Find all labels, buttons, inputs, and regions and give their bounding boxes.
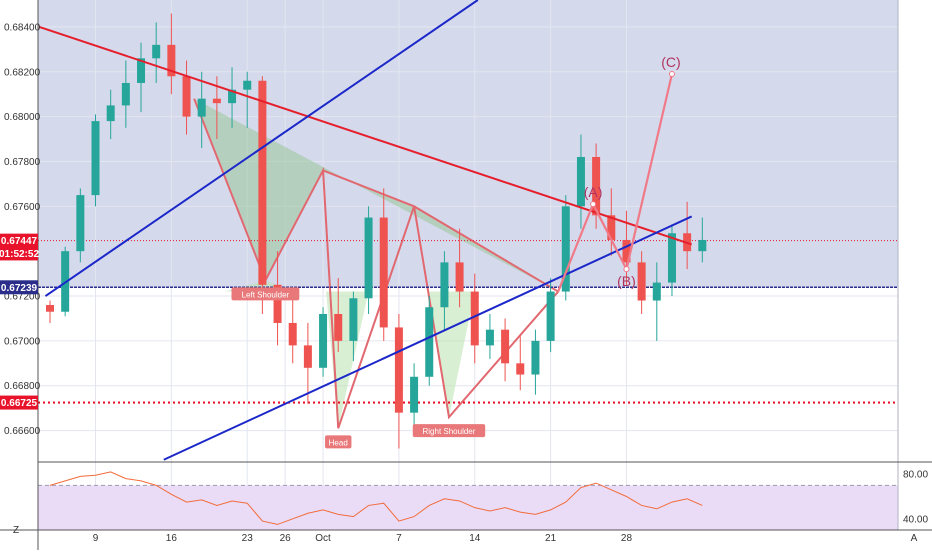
time-tick-label: 16: [166, 533, 178, 544]
price-tick-label: 0.68000: [4, 112, 41, 123]
candle[interactable]: [137, 58, 146, 83]
candle[interactable]: [561, 206, 570, 292]
upper-trendline[interactable]: [39, 25, 693, 246]
candle[interactable]: [182, 76, 191, 117]
rsi-pane[interactable]: [38, 471, 898, 530]
price-tag: [0, 246, 38, 261]
candle[interactable]: [637, 262, 646, 301]
wave-point[interactable]: [668, 71, 675, 78]
candle[interactable]: [485, 329, 494, 346]
price-tag-label: 0.67447: [1, 236, 38, 247]
time-tick-label: 14: [469, 533, 481, 544]
candle[interactable]: [258, 80, 267, 285]
annotation-box: [325, 435, 352, 449]
time-tick-label: 21: [545, 533, 557, 544]
candle[interactable]: [319, 313, 328, 368]
candle[interactable]: [455, 262, 464, 292]
price-tag-label: 01:52:52: [0, 249, 39, 260]
price-tick-label: 0.67000: [4, 336, 41, 347]
candle[interactable]: [46, 305, 54, 312]
annotation-box: [412, 424, 486, 438]
annotation-label: Left Shoulder: [242, 290, 290, 299]
wave-point[interactable]: [590, 201, 597, 208]
candle[interactable]: [349, 298, 358, 341]
range-shading: [38, 0, 898, 288]
price-tick-label: 0.66600: [4, 426, 41, 437]
annotation-label: Head: [329, 438, 348, 447]
candle[interactable]: [394, 327, 403, 413]
time-tick-label: 7: [396, 533, 402, 544]
candle[interactable]: [698, 239, 707, 252]
candle[interactable]: [607, 215, 616, 240]
pattern-fill-3: [429, 291, 475, 418]
candle[interactable]: [440, 262, 449, 308]
auto-scale-label: A: [911, 533, 918, 544]
annotation-box: [231, 287, 300, 301]
rsi-band: [38, 485, 898, 530]
price-tick-label: 0.67200: [4, 292, 41, 303]
time-tick-label: 26: [280, 533, 292, 544]
candle[interactable]: [91, 121, 100, 196]
wave-label: (B): [617, 273, 636, 289]
price-tag-label: 0.66725: [1, 398, 38, 409]
wave-label: (A): [584, 184, 603, 200]
price-tick-label: 0.66800: [4, 381, 41, 392]
lower-trendline[interactable]: [163, 215, 693, 461]
wave-point[interactable]: [623, 266, 630, 273]
price-tag: [0, 280, 38, 295]
channel-line[interactable]: [44, 0, 479, 297]
candle[interactable]: [652, 282, 661, 301]
candle[interactable]: [152, 44, 161, 59]
price-tick-label: 0.68200: [4, 67, 41, 78]
candle[interactable]: [531, 340, 540, 375]
candle[interactable]: [410, 376, 419, 413]
rsi-line[interactable]: [49, 471, 703, 525]
wave-label: (C): [661, 54, 680, 70]
main-pane-background: [38, 0, 898, 288]
candle[interactable]: [546, 291, 555, 341]
candle[interactable]: [76, 195, 85, 252]
candle[interactable]: [516, 363, 525, 375]
candle[interactable]: [364, 217, 373, 299]
price-tag: [0, 395, 38, 410]
candle[interactable]: [576, 156, 585, 207]
candle[interactable]: [379, 217, 388, 328]
zoom-corner-label: Z: [13, 525, 19, 536]
candle[interactable]: [622, 239, 631, 263]
candle[interactable]: [288, 322, 297, 346]
price-tick-label: 0.67600: [4, 202, 41, 213]
candle[interactable]: [501, 329, 510, 364]
candle[interactable]: [121, 82, 130, 106]
abc-wave-path[interactable]: [557, 73, 674, 292]
candle[interactable]: [228, 89, 237, 104]
price-tag: [0, 233, 38, 248]
candle[interactable]: [273, 284, 282, 323]
price-tag-label: 0.67239: [1, 283, 38, 294]
time-tick-label: 23: [242, 533, 254, 544]
candle[interactable]: [592, 156, 601, 216]
candle[interactable]: [425, 307, 434, 377]
candle[interactable]: [667, 233, 676, 283]
rsi-tick-label: 40.00: [903, 514, 928, 525]
candle[interactable]: [470, 291, 479, 346]
time-tick-label: 9: [93, 533, 99, 544]
price-tick-label: 0.68400: [4, 22, 41, 33]
time-tick-label: Oct: [315, 533, 331, 544]
time-tick-label: 28: [621, 533, 633, 544]
annotation-label: Right Shoulder: [423, 427, 476, 436]
candle[interactable]: [212, 98, 221, 104]
candle[interactable]: [243, 80, 252, 90]
candle[interactable]: [303, 345, 312, 368]
pattern-fill-0: [194, 98, 559, 292]
rsi-tick-label: 80.00: [903, 470, 928, 481]
pattern-neckline[interactable]: [322, 169, 559, 293]
price-tick-label: 0.67800: [4, 157, 41, 168]
candle[interactable]: [334, 313, 343, 341]
main-pane[interactable]: (A) (B) (C) Left Shoulder Head Right Shoulder: [38, 0, 898, 461]
candle[interactable]: [197, 98, 206, 117]
candle[interactable]: [106, 105, 115, 122]
candle[interactable]: [167, 44, 176, 77]
